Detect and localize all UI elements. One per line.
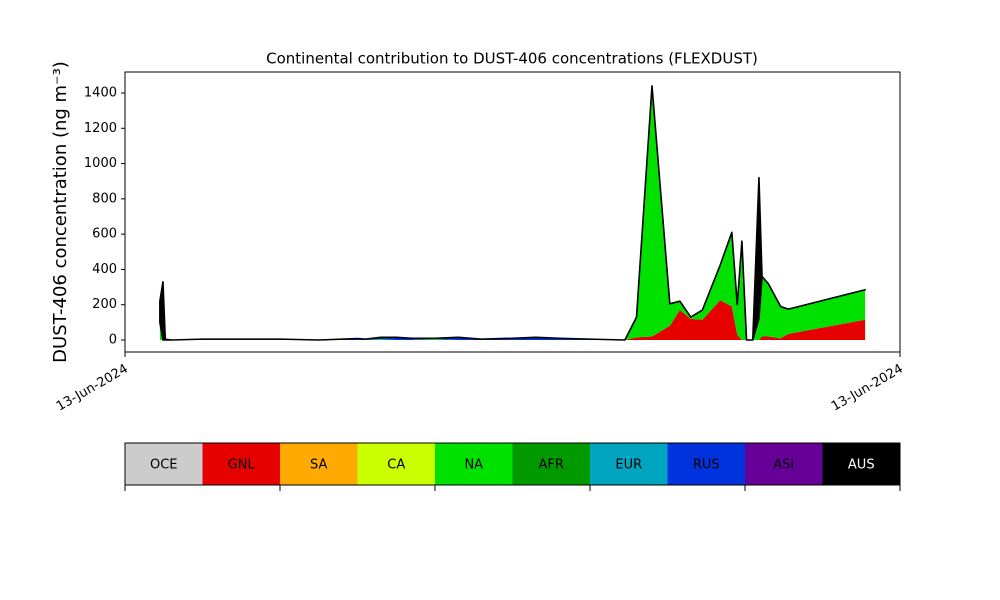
area bbox=[159, 85, 866, 341]
legend-swatch bbox=[435, 443, 513, 485]
legend-label: AUS bbox=[848, 458, 875, 473]
x-tick-label: 13-Jun-2024 bbox=[54, 362, 131, 415]
y-tick-label: 400 bbox=[92, 262, 117, 277]
y-tick-label: 0 bbox=[109, 333, 117, 348]
legend-label: EUR bbox=[615, 458, 642, 473]
y-tick-label: 1200 bbox=[84, 121, 117, 136]
legend-swatch bbox=[280, 443, 358, 485]
legend-swatch bbox=[512, 443, 590, 485]
legend-label: GNL bbox=[228, 458, 256, 473]
y-tick-label: 600 bbox=[92, 227, 117, 242]
legend-swatch bbox=[745, 443, 823, 485]
y-tick-label: 1000 bbox=[84, 156, 117, 171]
legend-label: OCE bbox=[150, 458, 178, 473]
chart-title: Continental contribution to DUST-406 con… bbox=[266, 50, 758, 68]
y-axis-label: DUST-406 concentration (ng m⁻³) bbox=[50, 61, 71, 363]
legend-label: RUS bbox=[693, 458, 720, 473]
legend-label: SA bbox=[310, 458, 327, 473]
legend-swatch bbox=[822, 443, 900, 485]
plot-frame bbox=[124, 71, 901, 353]
y-tick-label: 200 bbox=[92, 297, 117, 312]
legend-label: ASI bbox=[773, 458, 794, 473]
legend-swatch bbox=[667, 443, 745, 485]
y-tick-label: 1400 bbox=[84, 85, 117, 100]
legend-label: NA bbox=[464, 458, 483, 473]
legend-swatch bbox=[202, 443, 280, 485]
legend-label: AFR bbox=[539, 458, 564, 473]
y-tick-label: 800 bbox=[92, 191, 117, 206]
legend-swatch bbox=[125, 443, 203, 485]
legend-swatch bbox=[590, 443, 668, 485]
x-tick-label: 13-Jun-2024 bbox=[829, 362, 906, 415]
area bbox=[159, 85, 866, 341]
legend-swatch bbox=[357, 443, 435, 485]
legend-frame bbox=[124, 442, 901, 486]
area bbox=[159, 300, 866, 341]
legend-label: CA bbox=[387, 458, 405, 473]
